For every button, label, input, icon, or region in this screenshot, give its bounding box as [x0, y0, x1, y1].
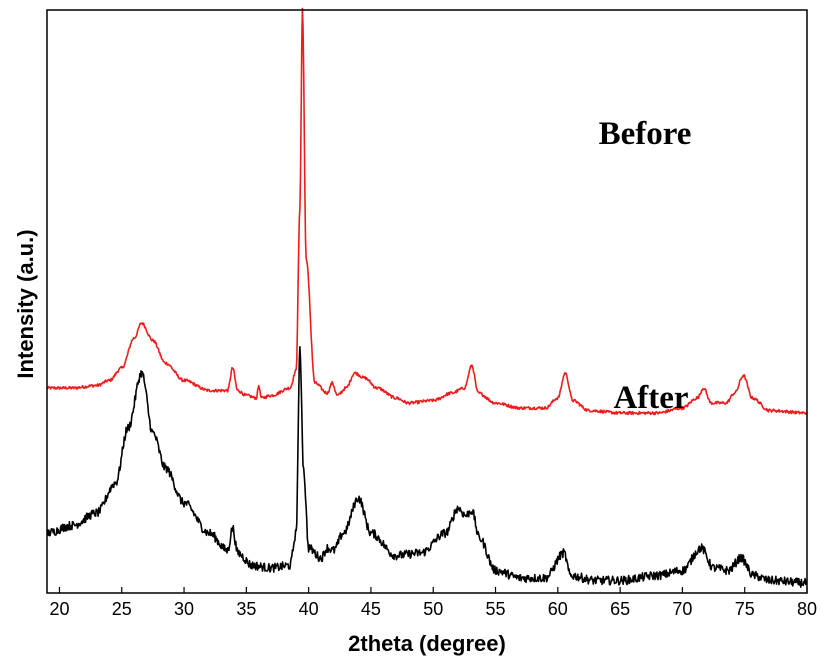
x-tick-label-25: 25: [112, 599, 132, 619]
x-tick-label-45: 45: [361, 599, 381, 619]
annotation-before: Before: [599, 116, 692, 152]
x-tick-label-35: 35: [236, 599, 256, 619]
x-tick-label-40: 40: [299, 599, 319, 619]
x-tick-label-55: 55: [486, 599, 506, 619]
x-tick-label-80: 80: [797, 599, 817, 619]
x-tick-label-75: 75: [735, 599, 755, 619]
series-line-before: [46, 7, 808, 416]
x-tick-label-30: 30: [174, 599, 194, 619]
annotation-after: After: [613, 380, 688, 416]
y-axis-title: Intensity (a.u.): [13, 229, 38, 378]
x-axis-title: 2theta (degree): [348, 631, 506, 656]
x-tick-label-65: 65: [610, 599, 630, 619]
x-tick-label-20: 20: [49, 599, 69, 619]
series-group: [46, 7, 808, 588]
x-tick-label-50: 50: [423, 599, 443, 619]
x-axis-ticks: 20 25 30 35 40 45 50 55 60 65 70 75 80: [49, 587, 817, 619]
plot-frame: [46, 9, 808, 594]
x-tick-label-60: 60: [548, 599, 568, 619]
x-tick-label-70: 70: [672, 599, 692, 619]
series-line-after: [46, 346, 808, 588]
